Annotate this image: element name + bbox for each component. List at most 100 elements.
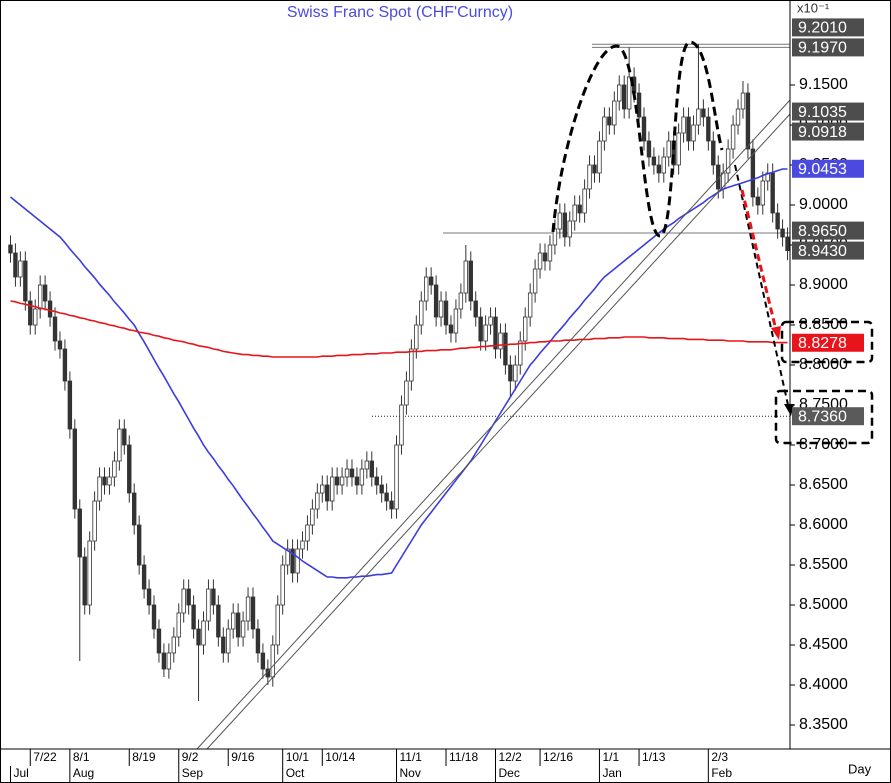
candle-body — [334, 476, 340, 486]
candle-body — [706, 116, 711, 142]
month-label: Oct — [286, 766, 305, 780]
x-tick-label: 12/2 — [499, 750, 523, 764]
candle-body — [329, 476, 335, 502]
candle-body — [270, 644, 275, 678]
candle-body — [107, 476, 112, 486]
month-label: Nov — [400, 766, 421, 780]
candle-body — [760, 180, 765, 206]
month-label: Jan — [602, 766, 621, 780]
candle-body — [582, 188, 587, 214]
candle-body — [206, 588, 211, 622]
candle-body — [374, 476, 379, 486]
candle-body — [419, 300, 424, 326]
candle-body — [344, 468, 350, 478]
candle-body — [161, 652, 167, 670]
candle-body — [52, 316, 58, 342]
candle-body — [389, 500, 394, 510]
candle-body — [300, 540, 305, 550]
price-tag — [792, 159, 864, 178]
candle-body — [364, 460, 370, 470]
arrow-head — [771, 326, 781, 340]
moving-average-line — [10, 300, 788, 358]
candle-body — [409, 348, 414, 382]
candle-body — [275, 604, 280, 646]
candle-body — [617, 84, 622, 102]
candle-body — [235, 612, 241, 638]
candle-body — [508, 364, 513, 382]
candle-body — [547, 244, 553, 262]
y-tick-label: 8.4500 — [799, 636, 848, 653]
candle-body — [567, 220, 572, 238]
price-tag-label: 9.0453 — [798, 161, 847, 178]
candle-body — [166, 652, 172, 670]
x-tick-label: 10/14 — [325, 750, 355, 764]
candle-body — [156, 628, 162, 654]
candle-body — [62, 348, 68, 382]
y-tick-label: 8.5000 — [799, 596, 848, 613]
candle-body — [448, 324, 454, 334]
candle-body — [394, 444, 399, 510]
candle-body — [290, 548, 295, 574]
price-tag — [792, 38, 864, 57]
y-tick-label: 9.1500 — [799, 76, 848, 93]
candle-body — [701, 108, 706, 118]
candle-body — [498, 332, 503, 350]
axis-multiplier: x10⁻¹ — [797, 0, 830, 15]
candle-body — [473, 300, 478, 318]
candle-body — [97, 476, 102, 502]
candle-body — [136, 524, 142, 566]
candle-body — [755, 196, 761, 206]
candle-body — [493, 316, 498, 350]
candle-body — [310, 508, 315, 526]
candle-body — [151, 604, 157, 630]
candle-body — [577, 204, 582, 214]
candle-body — [686, 116, 691, 142]
candle-body — [240, 620, 246, 638]
candle-body — [612, 100, 617, 126]
candle-body — [37, 284, 43, 310]
x-tick-label: 2/3 — [711, 750, 728, 764]
candle-body — [552, 228, 558, 246]
candle-body — [636, 92, 642, 118]
candle-body — [181, 588, 186, 614]
candle-body — [513, 364, 518, 382]
candle-body — [82, 556, 87, 606]
x-tick-label: 1/13 — [642, 750, 666, 764]
candle-body — [255, 628, 261, 654]
y-tick-label: 8.6500 — [799, 476, 848, 493]
price-tag — [792, 333, 864, 352]
candle-body — [424, 276, 429, 302]
candle-body — [339, 476, 345, 486]
trend-line — [196, 99, 791, 750]
x-tick-label: 9/2 — [182, 750, 199, 764]
candle-body — [676, 132, 681, 166]
candle-body — [656, 164, 662, 174]
y-tick-label: 8.8000 — [799, 356, 848, 373]
x-tick-label: 11/1 — [400, 750, 423, 764]
candle-body — [349, 468, 355, 478]
candle-body — [320, 484, 325, 494]
x-axis-unit: Day — [848, 761, 872, 776]
candle-body — [503, 332, 508, 366]
candle-body — [171, 636, 177, 654]
x-tick-label: 9/16 — [231, 750, 255, 764]
x-tick-label: 7/22 — [33, 750, 57, 764]
candle-body — [626, 76, 632, 110]
price-tag — [792, 407, 864, 426]
candle-body — [770, 172, 775, 214]
candle-body — [305, 524, 310, 542]
candle-body — [57, 340, 63, 350]
candle-body — [646, 140, 652, 158]
candle-body — [468, 260, 473, 302]
price-tag-label: 8.8278 — [798, 335, 847, 352]
candle-body — [597, 140, 602, 174]
candle-body — [557, 212, 563, 230]
candle-body — [196, 628, 201, 646]
candle-body — [562, 212, 568, 238]
candle-body — [359, 468, 365, 486]
candle-body — [285, 548, 290, 566]
candle-body — [651, 156, 657, 166]
y-tick-label: 8.3500 — [799, 716, 848, 733]
